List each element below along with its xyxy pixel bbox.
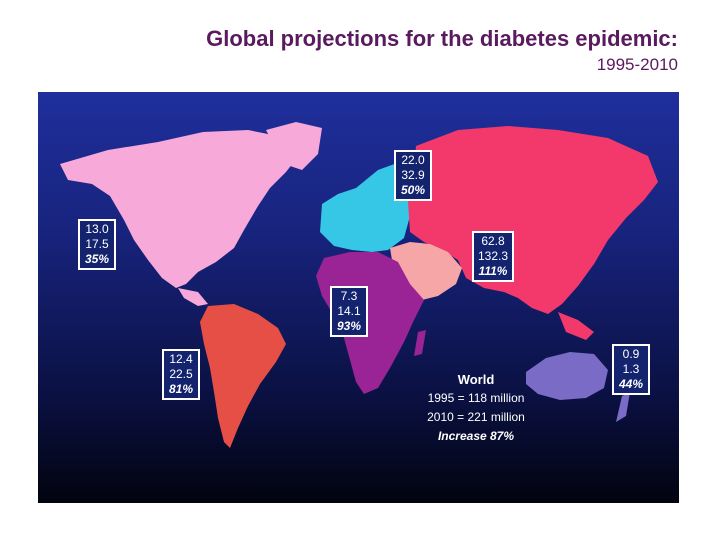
asia-2010: 132.3 (478, 249, 509, 263)
oceania-2010: 1.3 (622, 362, 640, 376)
europe-1995: 22.0 (401, 153, 425, 167)
europe-2010: 32.9 (401, 168, 425, 182)
oceania-1995: 0.9 (622, 347, 640, 361)
europe-increase: 50% (400, 183, 426, 197)
south-america-stats: 12.4 22.5 81% (162, 349, 200, 400)
oceania-increase: 44% (618, 377, 644, 391)
world-2010: 2010 = 221 million (427, 410, 525, 424)
world-map: 13.0 17.5 35% 22.0 32.9 50% 62.8 132.3 1… (38, 92, 679, 503)
world-increase: Increase 87% (437, 429, 515, 443)
page-title: Global projections for the diabetes epid… (206, 26, 678, 51)
world-summary: World 1995 = 118 million 2010 = 221 mill… (396, 370, 556, 446)
africa-increase: 93% (336, 319, 362, 333)
region-north-america (60, 122, 322, 306)
africa-2010: 14.1 (337, 304, 361, 318)
south-america-increase: 81% (168, 382, 194, 396)
region-south-america (200, 304, 286, 448)
region-asia (408, 126, 658, 340)
world-1995: 1995 = 118 million (427, 391, 525, 405)
africa-1995: 7.3 (340, 289, 358, 303)
south-america-1995: 12.4 (169, 352, 193, 366)
north-america-1995: 13.0 (85, 222, 109, 236)
north-america-increase: 35% (84, 252, 110, 266)
oceania-stats: 0.9 1.3 44% (612, 344, 650, 395)
north-america-stats: 13.0 17.5 35% (78, 219, 116, 270)
africa-stats: 7.3 14.1 93% (330, 286, 368, 337)
europe-stats: 22.0 32.9 50% (394, 150, 432, 201)
world-label: World (457, 372, 495, 387)
north-america-2010: 17.5 (85, 237, 109, 251)
page-subtitle: 1995-2010 (596, 55, 678, 74)
map-shapes (60, 122, 658, 448)
asia-stats: 62.8 132.3 111% (472, 231, 515, 282)
asia-increase: 111% (478, 264, 508, 278)
south-america-2010: 22.5 (169, 367, 193, 381)
region-oceania (526, 352, 630, 422)
region-europe (320, 162, 418, 252)
asia-1995: 62.8 (481, 234, 505, 248)
